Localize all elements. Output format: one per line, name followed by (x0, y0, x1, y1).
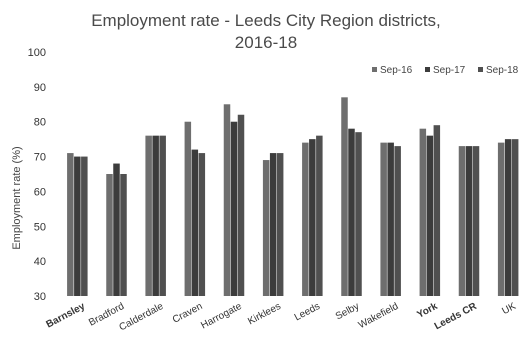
chart-title-line-1: Employment rate - Leeds City Region dist… (91, 11, 441, 30)
x-tick-label: Barnsley (45, 301, 88, 331)
y-tick-label: 60 (34, 186, 46, 198)
x-tick-label: Calderdale (117, 301, 165, 334)
bar-sep-18 (237, 114, 245, 296)
y-tick-label: 100 (28, 47, 46, 59)
x-tick-label: Leeds (293, 301, 322, 324)
x-tick-label: Harrogate (199, 301, 244, 332)
bar-sep-18 (472, 146, 480, 296)
legend-label: Sep-16 (380, 65, 413, 76)
bar-sep-17 (465, 146, 473, 296)
legend-label: Sep-18 (486, 65, 519, 76)
x-tick-label: UK (500, 301, 518, 317)
bar-sep-17 (348, 128, 355, 296)
legend-label: Sep-17 (433, 65, 466, 76)
legend: Sep-16 Sep-17 Sep-18 (372, 65, 519, 76)
legend-swatch (372, 67, 377, 72)
bar-sep-18 (394, 146, 401, 296)
bar-sep-17 (309, 139, 316, 296)
bar-sep-17 (387, 142, 394, 296)
bar-sep-18 (81, 156, 88, 296)
y-tick-label: 90 (34, 82, 46, 94)
y-tick-label: 40 (34, 256, 46, 268)
bar-sep-17 (113, 163, 120, 296)
bar-sep-18 (120, 174, 127, 296)
bar-sep-16 (223, 104, 231, 297)
bar-sep-18 (159, 135, 166, 296)
bar-sep-16 (262, 160, 270, 296)
bar-sep-17 (426, 135, 434, 296)
x-tick-label: Wakefield (357, 301, 401, 331)
bar-sep-17 (152, 135, 159, 296)
bar-sep-16 (341, 97, 348, 296)
bar-sep-17 (74, 156, 81, 296)
bars (67, 97, 519, 297)
bar-sep-17 (504, 139, 512, 296)
chart-title-line-2: 2016-18 (235, 33, 297, 52)
bar-sep-18 (433, 125, 441, 296)
bar-sep-18 (198, 153, 206, 296)
x-tick-label: York (415, 301, 440, 321)
x-tick-label: Kirklees (246, 301, 283, 327)
y-tick-label: 80 (34, 117, 46, 129)
bar-sep-16 (458, 146, 466, 296)
legend-swatch (478, 67, 483, 72)
bar-sep-17 (269, 153, 277, 296)
bar-sep-16 (380, 142, 387, 296)
y-tick-label: 30 (34, 291, 46, 303)
bar-sep-16 (145, 135, 152, 296)
bar-sep-18 (316, 135, 323, 296)
y-axis-ticks: 30 40 50 60 70 80 90 100 (28, 47, 46, 303)
bar-sep-16 (302, 142, 309, 296)
bar-sep-16 (497, 142, 505, 296)
x-tick-label: Selby (334, 301, 361, 322)
bar-sep-16 (184, 121, 192, 296)
y-axis-label: Employment rate (%) (11, 146, 23, 249)
bar-sep-17 (230, 121, 238, 296)
y-tick-label: 70 (34, 152, 46, 164)
bar-sep-18 (276, 153, 284, 296)
bar-sep-18 (511, 139, 519, 296)
bar-sep-16 (419, 128, 427, 296)
bar-sep-16 (67, 153, 74, 296)
x-tick-label: Leeds CR (433, 301, 480, 333)
bar-sep-18 (355, 132, 362, 296)
legend-swatch (425, 67, 430, 72)
bar-sep-17 (191, 149, 199, 296)
bar-sep-16 (106, 174, 113, 296)
y-tick-label: 50 (34, 221, 46, 233)
